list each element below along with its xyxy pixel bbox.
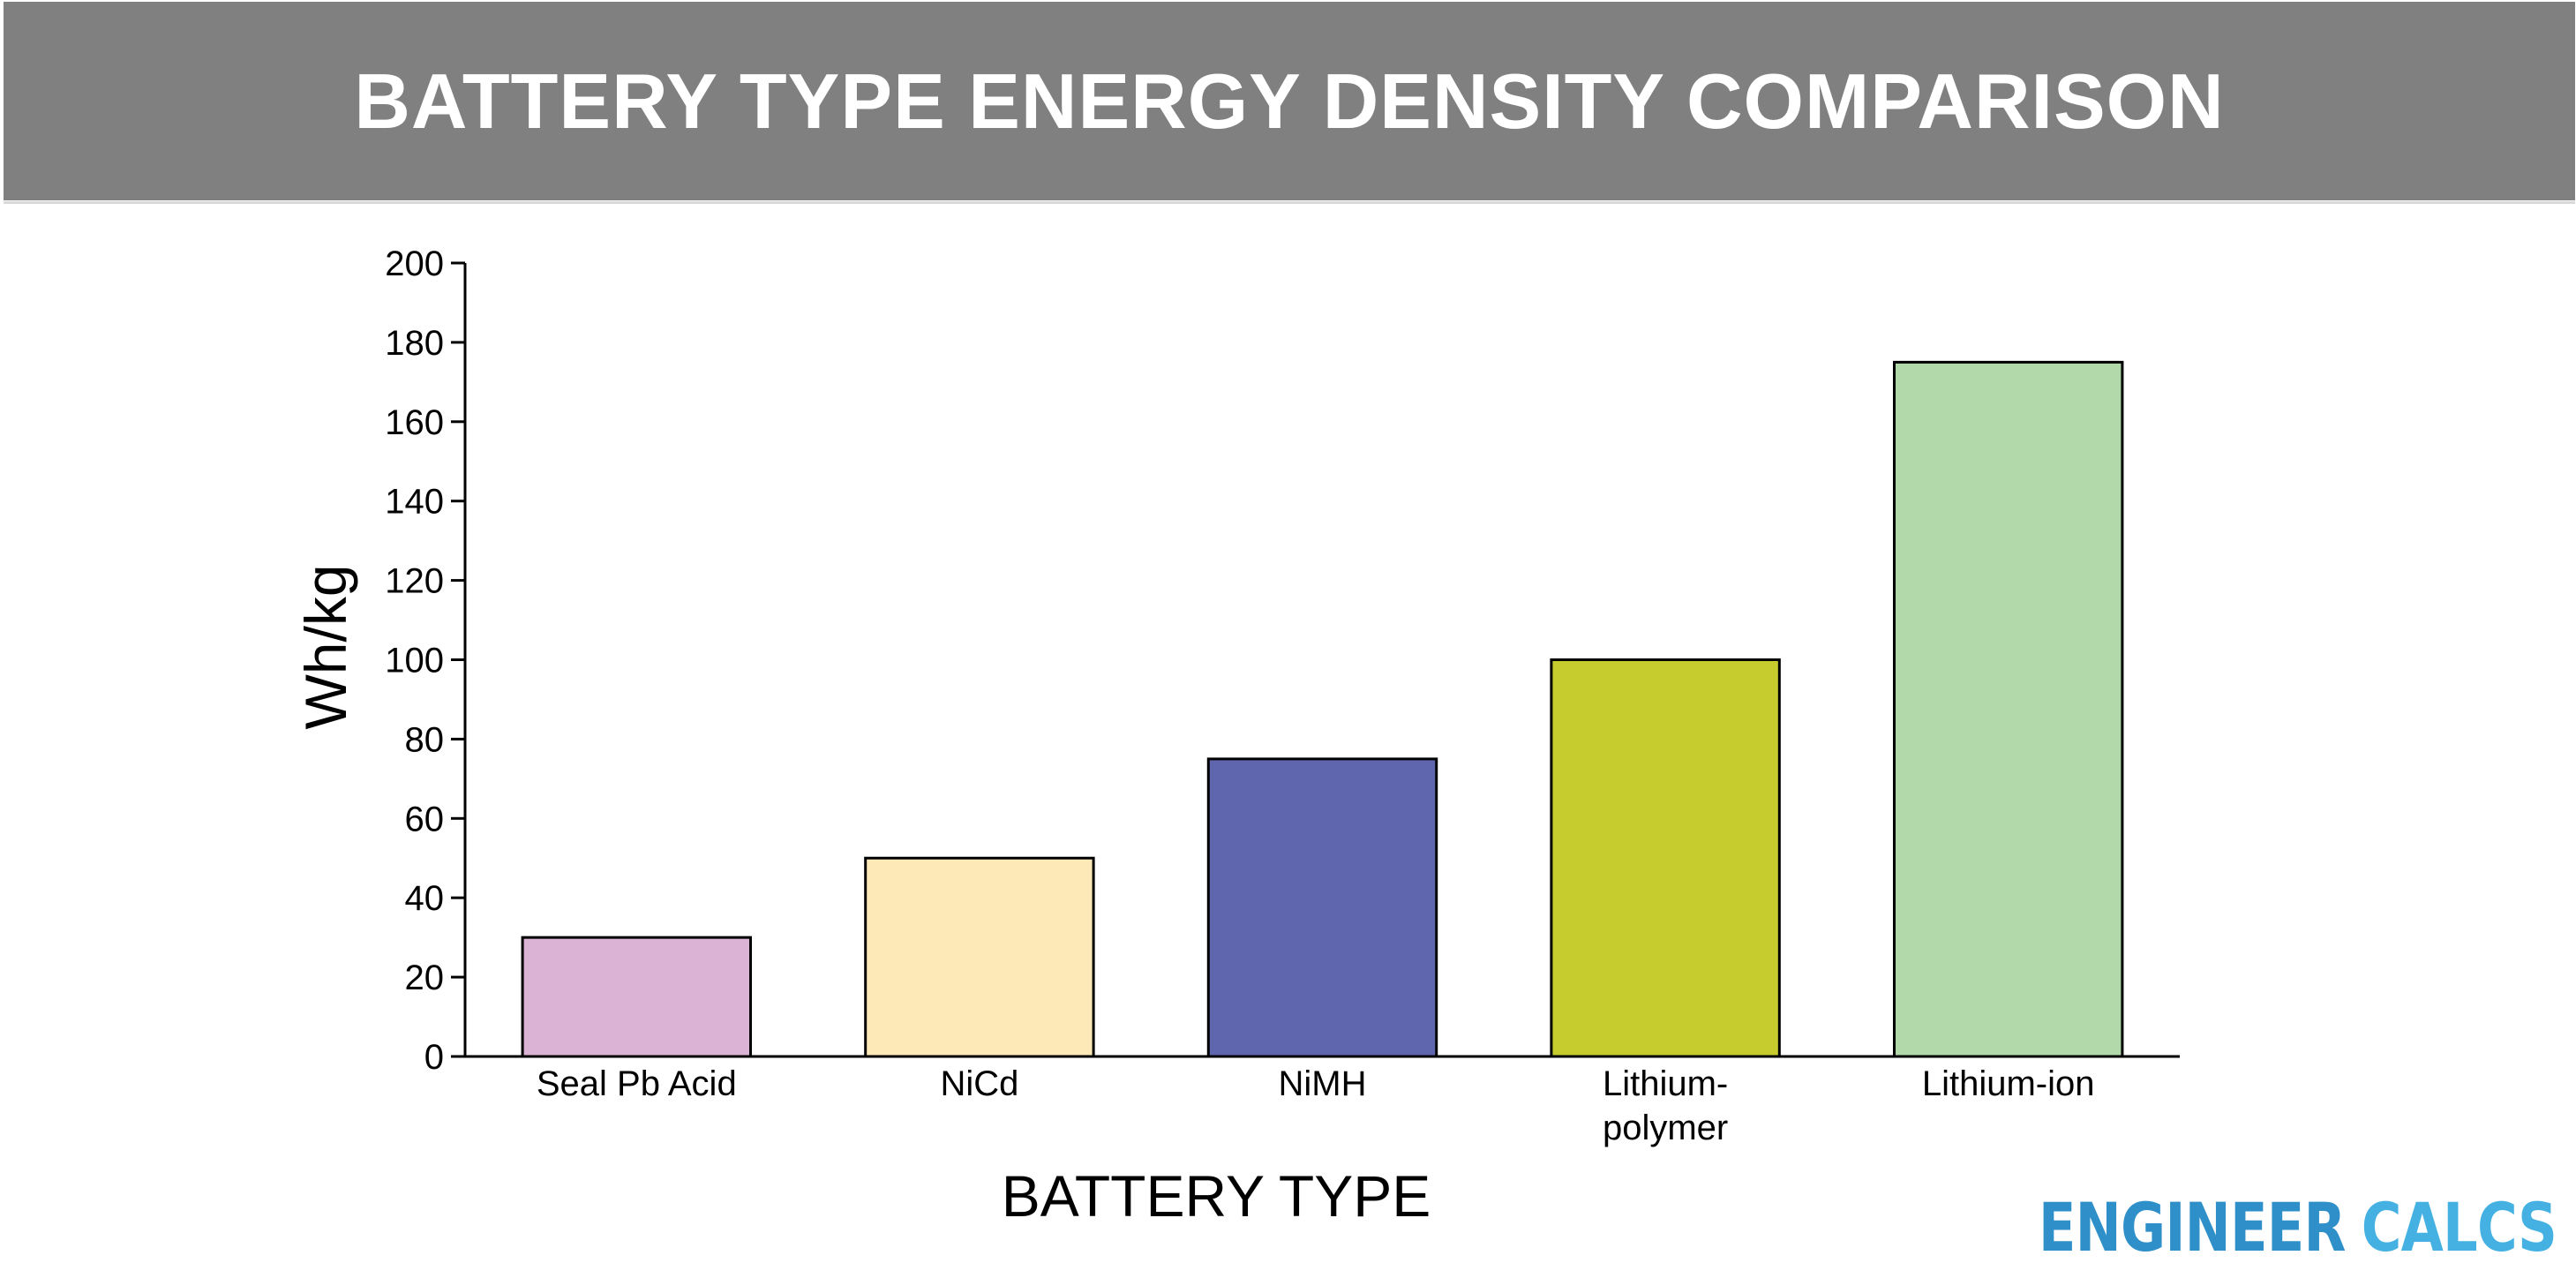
y-tick-label: 20 bbox=[405, 958, 445, 997]
y-axis-ticks: 0 20 40 60 80 100 120 140 160 180 200 bbox=[385, 244, 465, 1077]
y-tick-label: 120 bbox=[385, 562, 444, 601]
y-axis-label: Wh/kg bbox=[293, 564, 358, 729]
x-tick-label: NiCd bbox=[940, 1064, 1018, 1103]
y-tick-label: 80 bbox=[405, 720, 445, 759]
title-divider bbox=[4, 201, 2575, 204]
bar bbox=[864, 856, 1095, 1058]
bar bbox=[521, 936, 753, 1058]
logo-word-engineer: ENGINEER bbox=[2038, 1187, 2347, 1267]
bar bbox=[1892, 360, 2124, 1058]
x-tick-label: NiMH bbox=[1279, 1064, 1367, 1103]
x-axis-label: BATTERY TYPE bbox=[1002, 1163, 1431, 1229]
x-axis-tick-labels: Seal Pb Acid NiCd NiMH Lithium-polymer Lithi… bbox=[537, 1064, 2095, 1147]
x-tick-label: Lithium-ion bbox=[1922, 1064, 2095, 1103]
chart-title: BATTERY TYPE ENERGY DENSITY COMPARISON bbox=[354, 56, 2225, 145]
x-tick-label: Lithium-polymer bbox=[1603, 1064, 1728, 1147]
bar bbox=[1206, 757, 1438, 1058]
bar bbox=[1550, 658, 1781, 1058]
logo-word-calcs: CALCS bbox=[2361, 1187, 2557, 1267]
y-tick-label: 160 bbox=[385, 403, 444, 442]
y-tick-label: 40 bbox=[405, 879, 445, 918]
y-tick-label: 140 bbox=[385, 483, 444, 522]
title-bar: BATTERY TYPE ENERGY DENSITY COMPARISON bbox=[4, 2, 2575, 200]
y-tick-label: 60 bbox=[405, 800, 445, 838]
y-tick-label: 200 bbox=[385, 244, 444, 283]
y-tick-label: 100 bbox=[385, 642, 444, 680]
x-tick-label: Seal Pb Acid bbox=[537, 1064, 737, 1103]
engineer-calcs-logo: ENGINEER CALCS bbox=[2039, 1183, 2557, 1271]
y-tick-label: 180 bbox=[385, 324, 444, 363]
bars bbox=[521, 360, 2124, 1058]
y-tick-label: 0 bbox=[424, 1038, 444, 1077]
